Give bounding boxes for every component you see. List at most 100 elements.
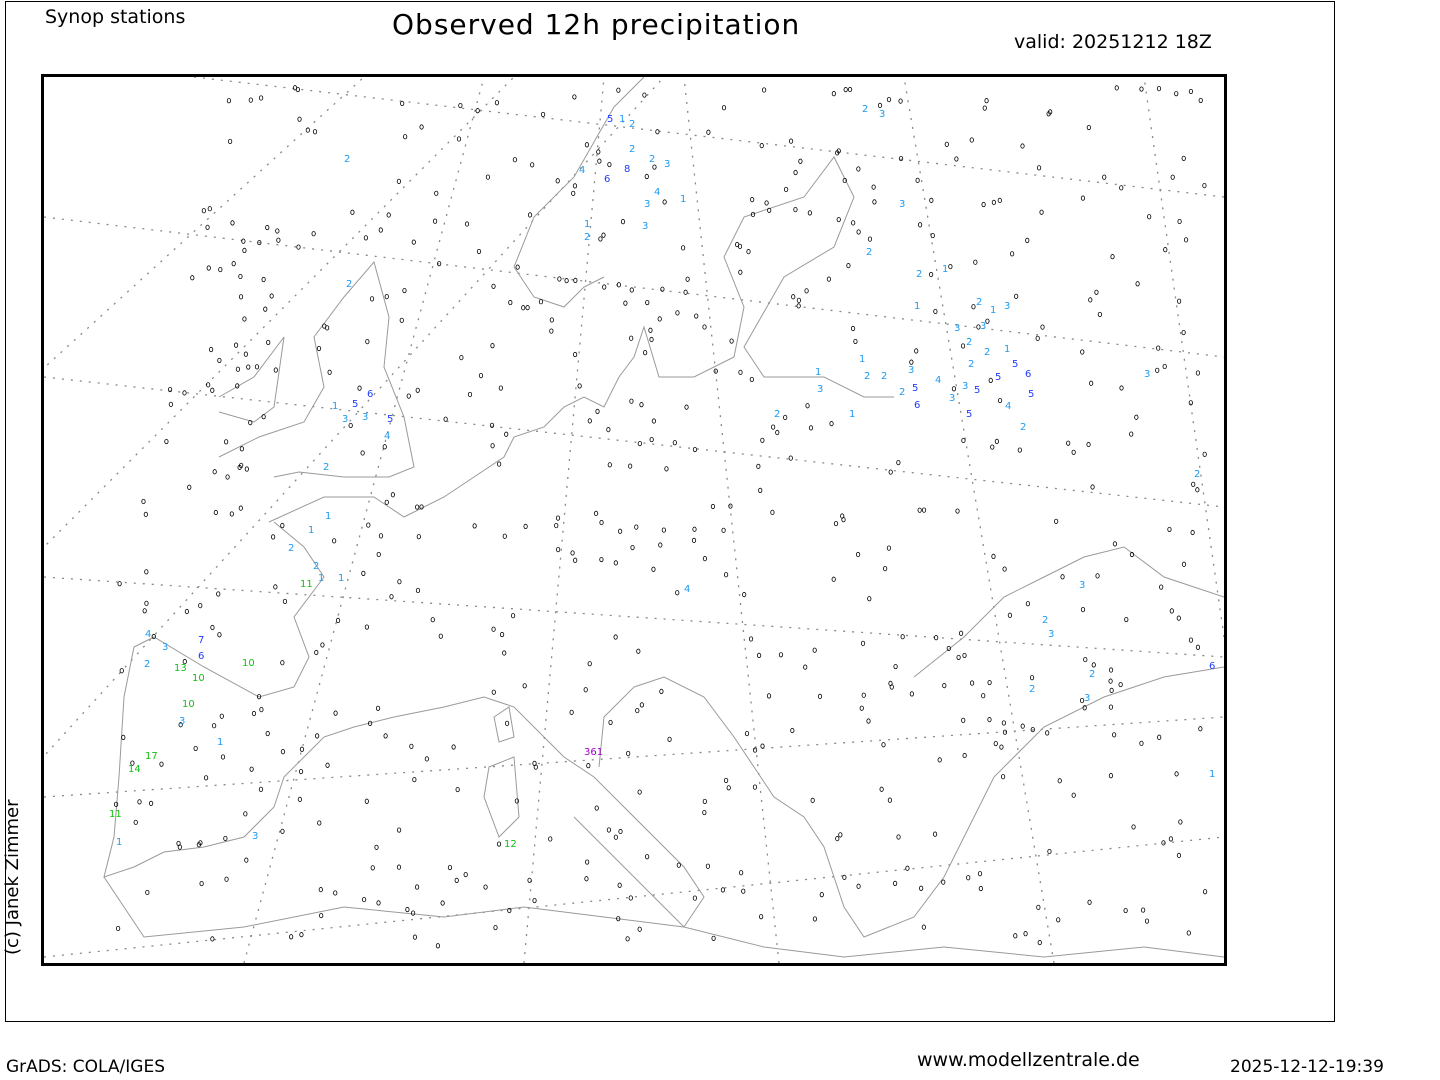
station-marker xyxy=(783,186,789,193)
station-marker xyxy=(637,926,642,932)
station-marker xyxy=(872,199,877,205)
precip-value-label: 17 xyxy=(145,751,158,762)
station-marker xyxy=(657,316,662,322)
station-marker xyxy=(954,156,959,162)
precip-value-label: 3 xyxy=(962,381,968,392)
station-marker xyxy=(969,680,975,686)
station-marker xyxy=(804,288,809,294)
station-marker xyxy=(993,740,998,747)
station-marker xyxy=(842,177,847,184)
station-marker xyxy=(607,161,612,168)
station-marker xyxy=(1017,447,1022,453)
station-marker xyxy=(299,746,305,752)
station-marker xyxy=(248,97,253,103)
station-marker xyxy=(569,709,574,715)
precip-value-label: 3 xyxy=(817,384,823,395)
station-marker xyxy=(1040,324,1045,330)
valid-time: valid: 20251212 18Z xyxy=(1014,31,1212,53)
station-marker xyxy=(971,304,976,310)
station-marker xyxy=(265,730,270,737)
station-marker xyxy=(1169,608,1174,614)
station-marker xyxy=(644,173,649,180)
station-marker xyxy=(819,892,824,898)
station-marker xyxy=(648,327,653,333)
station-marker xyxy=(617,528,623,534)
station-marker xyxy=(374,844,379,850)
station-marker xyxy=(376,900,381,906)
station-marker xyxy=(416,534,421,540)
station-marker xyxy=(556,547,561,553)
station-marker xyxy=(1080,349,1085,355)
station-marker xyxy=(1156,345,1161,351)
website-link[interactable]: www.modellzentrale.de xyxy=(917,1049,1140,1071)
station-marker xyxy=(1177,298,1182,304)
precip-value-label: 10 xyxy=(192,673,205,684)
graticule-line xyxy=(1143,76,1225,638)
station-marker xyxy=(661,527,666,533)
station-marker xyxy=(366,522,371,528)
precip-value-label: 5 xyxy=(974,385,980,396)
station-marker xyxy=(432,218,438,224)
station-marker xyxy=(584,876,589,882)
station-marker xyxy=(608,719,613,726)
station-marker xyxy=(412,777,417,783)
coastline xyxy=(493,706,515,743)
station-marker xyxy=(1141,907,1146,913)
station-marker xyxy=(788,455,793,461)
station-marker xyxy=(756,652,762,658)
station-marker xyxy=(613,634,618,640)
precip-value-label: 10 xyxy=(242,658,255,669)
station-marker xyxy=(1037,939,1042,946)
station-marker xyxy=(1108,667,1114,673)
station-marker xyxy=(557,276,562,282)
precip-value-label: 2 xyxy=(1194,469,1200,480)
station-marker xyxy=(685,276,690,282)
station-marker xyxy=(613,560,618,566)
station-marker xyxy=(944,141,949,147)
station-marker xyxy=(350,209,355,215)
station-marker xyxy=(746,249,751,255)
station-marker xyxy=(955,508,960,514)
precip-value-label: 1 xyxy=(116,837,122,848)
station-marker xyxy=(209,346,214,353)
station-marker xyxy=(584,142,590,148)
station-marker xyxy=(210,387,215,393)
precip-value-label: 2 xyxy=(984,347,990,358)
station-marker xyxy=(966,875,971,881)
station-marker xyxy=(643,350,648,356)
precip-value-label: 3 xyxy=(1048,629,1054,640)
station-marker xyxy=(224,876,229,882)
precip-value-label: 2 xyxy=(899,387,905,398)
station-marker xyxy=(522,683,527,689)
station-marker xyxy=(409,743,414,749)
station-marker xyxy=(812,647,817,653)
station-marker xyxy=(626,750,631,757)
station-marker xyxy=(363,235,369,241)
station-marker xyxy=(1079,697,1085,704)
station-marker xyxy=(595,408,600,414)
station-marker xyxy=(415,387,420,393)
station-marker xyxy=(130,760,135,766)
station-marker xyxy=(826,276,832,282)
station-marker xyxy=(419,504,424,510)
station-marker xyxy=(184,608,189,615)
precip-value-label: 5 xyxy=(966,409,972,420)
station-marker xyxy=(1023,931,1028,937)
station-marker xyxy=(856,883,861,889)
station-marker xyxy=(672,440,677,446)
station-marker xyxy=(113,801,119,807)
station-marker xyxy=(651,418,657,424)
station-marker xyxy=(1195,644,1201,650)
precip-value-label: 3 xyxy=(162,642,168,653)
station-marker xyxy=(893,663,898,670)
station-marker xyxy=(1168,836,1174,842)
precip-value-label: 1 xyxy=(990,305,996,316)
station-marker xyxy=(386,212,391,218)
station-marker xyxy=(771,424,776,430)
station-marker xyxy=(1080,606,1086,613)
station-marker xyxy=(798,158,803,164)
station-marker xyxy=(483,884,488,890)
station-marker xyxy=(193,745,198,752)
station-marker xyxy=(1035,335,1040,341)
precip-value-label: 2 xyxy=(584,232,590,243)
